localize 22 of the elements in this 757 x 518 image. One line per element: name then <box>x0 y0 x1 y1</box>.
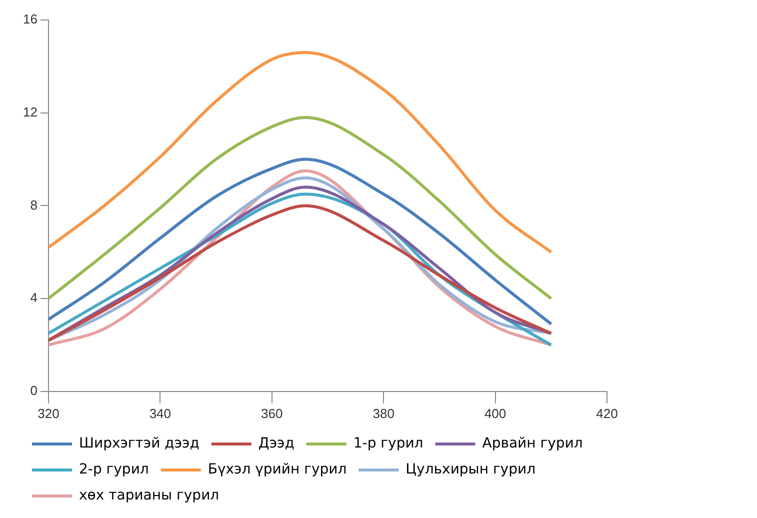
y-tick-label: 4 <box>30 290 38 306</box>
x-tick-label: 340 <box>149 406 172 421</box>
legend-label: Бүхэл үрийн гурил <box>208 462 347 478</box>
legend-label: 1-р гурил <box>353 436 424 452</box>
y-tick-label: 12 <box>22 104 38 120</box>
legend-label: хөх тарианы гурил <box>79 488 220 504</box>
x-tick-label: 380 <box>372 406 394 421</box>
line-series <box>48 158 553 326</box>
legend-label: Дээд <box>258 436 294 452</box>
legend-label: Цульхирын гурил <box>406 462 536 478</box>
x-tick-label: 320 <box>38 406 60 421</box>
line-series <box>48 51 553 254</box>
legend-label: 2-р гурил <box>79 462 149 478</box>
y-tick-label: 0 <box>30 382 38 398</box>
y-tick-label: 16 <box>22 12 38 27</box>
x-tick-label: 360 <box>261 406 283 421</box>
line-series <box>48 116 553 300</box>
legend-label: Ширхэгтэй дээд <box>79 436 200 452</box>
y-tick-label: 8 <box>30 197 38 212</box>
legend-label: Арвайн гурил <box>482 436 583 452</box>
x-tick-label: 420 <box>596 406 618 421</box>
x-tick-label: 400 <box>484 406 506 421</box>
